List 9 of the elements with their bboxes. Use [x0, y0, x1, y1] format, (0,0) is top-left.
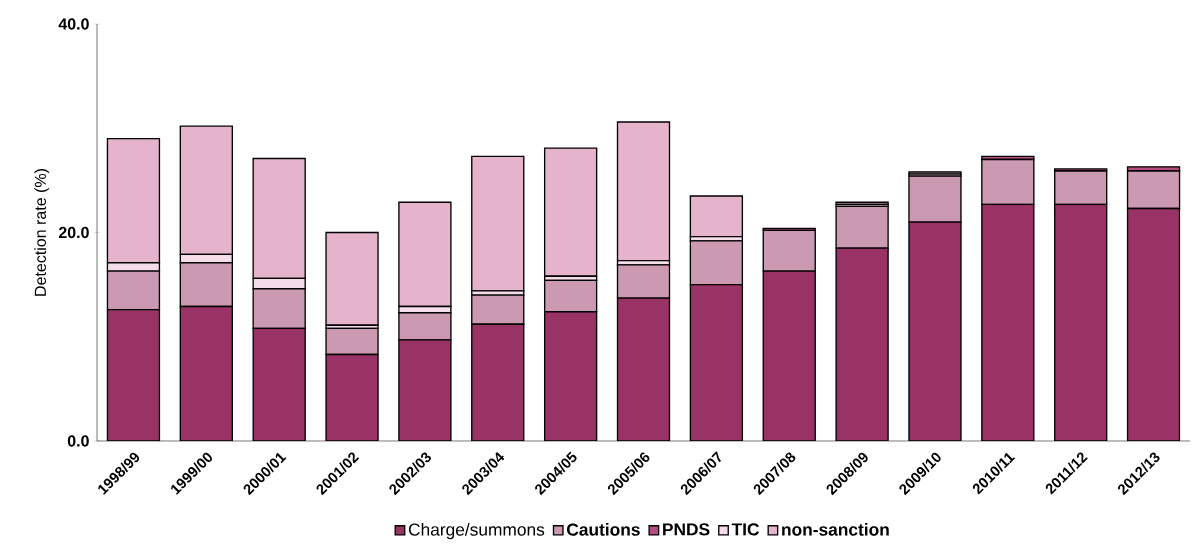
y-tick-label: 20.0 [58, 226, 89, 239]
y-tick-label: 0.0 [67, 435, 89, 447]
legend-label: Charge/summons [408, 522, 545, 540]
legend-label: TIC [731, 523, 760, 536]
legend-label: PNDS [663, 523, 710, 536]
y-axis-title: Detection rate (%) [34, 169, 50, 296]
y-tick-label: 40.0 [58, 18, 89, 30]
legend-label: Cautions [567, 522, 640, 536]
legend-label: non-sanction [782, 522, 889, 536]
